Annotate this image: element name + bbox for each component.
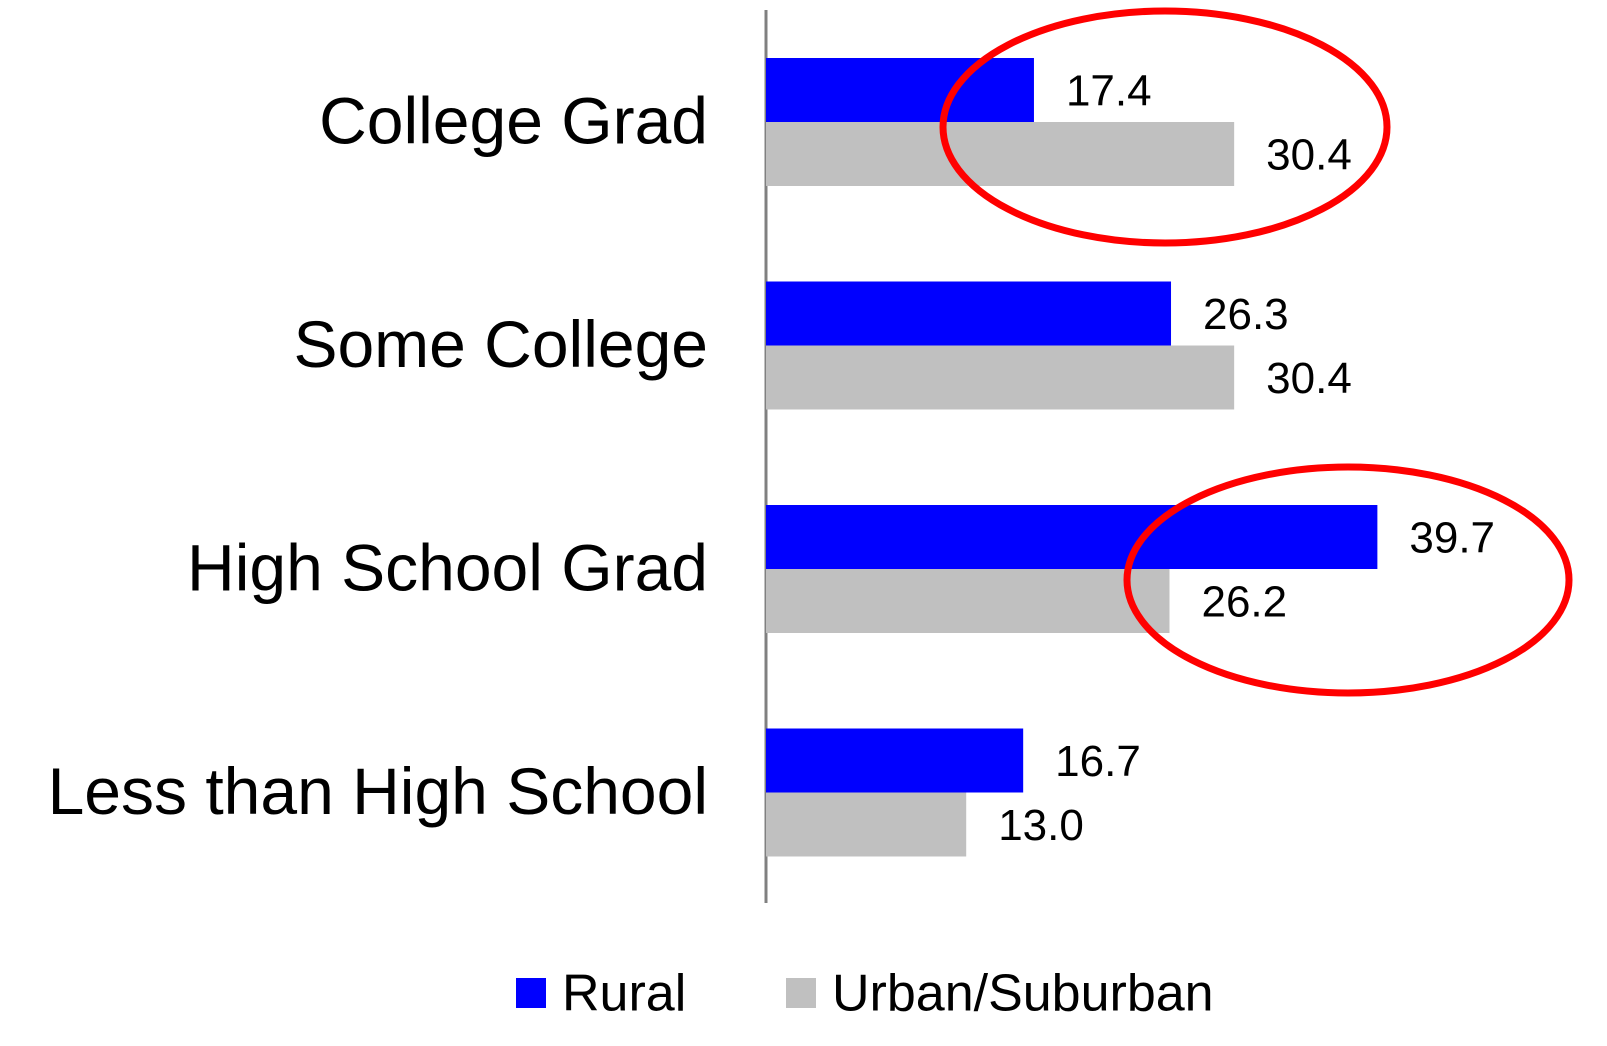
legend-swatch bbox=[516, 978, 546, 1008]
value-label: 26.3 bbox=[1203, 290, 1289, 339]
category-label: Less than High School bbox=[48, 754, 708, 828]
value-label: 26.2 bbox=[1201, 578, 1287, 627]
value-label: 39.7 bbox=[1409, 514, 1495, 563]
bar bbox=[766, 122, 1235, 186]
highlight-ellipse bbox=[939, 7, 1391, 247]
value-label: 30.4 bbox=[1266, 131, 1352, 180]
value-label: 30.4 bbox=[1266, 354, 1352, 403]
bar bbox=[766, 728, 1024, 793]
category-label: Some College bbox=[293, 307, 708, 381]
bar bbox=[766, 58, 1034, 122]
legend-swatch bbox=[786, 978, 816, 1008]
legend-label: Rural bbox=[562, 965, 686, 1023]
category-label: High School Grad bbox=[187, 530, 708, 604]
bar bbox=[766, 505, 1378, 569]
bar bbox=[766, 569, 1170, 633]
legend-label: Urban/Suburban bbox=[832, 965, 1214, 1023]
category-label: College Grad bbox=[319, 83, 708, 157]
bar bbox=[766, 345, 1235, 410]
bar bbox=[766, 281, 1172, 346]
value-label: 17.4 bbox=[1066, 67, 1152, 116]
value-label: 16.7 bbox=[1055, 737, 1141, 786]
highlight-ellipse bbox=[1123, 463, 1573, 697]
value-label: 13.0 bbox=[998, 801, 1084, 850]
bar bbox=[766, 792, 967, 857]
